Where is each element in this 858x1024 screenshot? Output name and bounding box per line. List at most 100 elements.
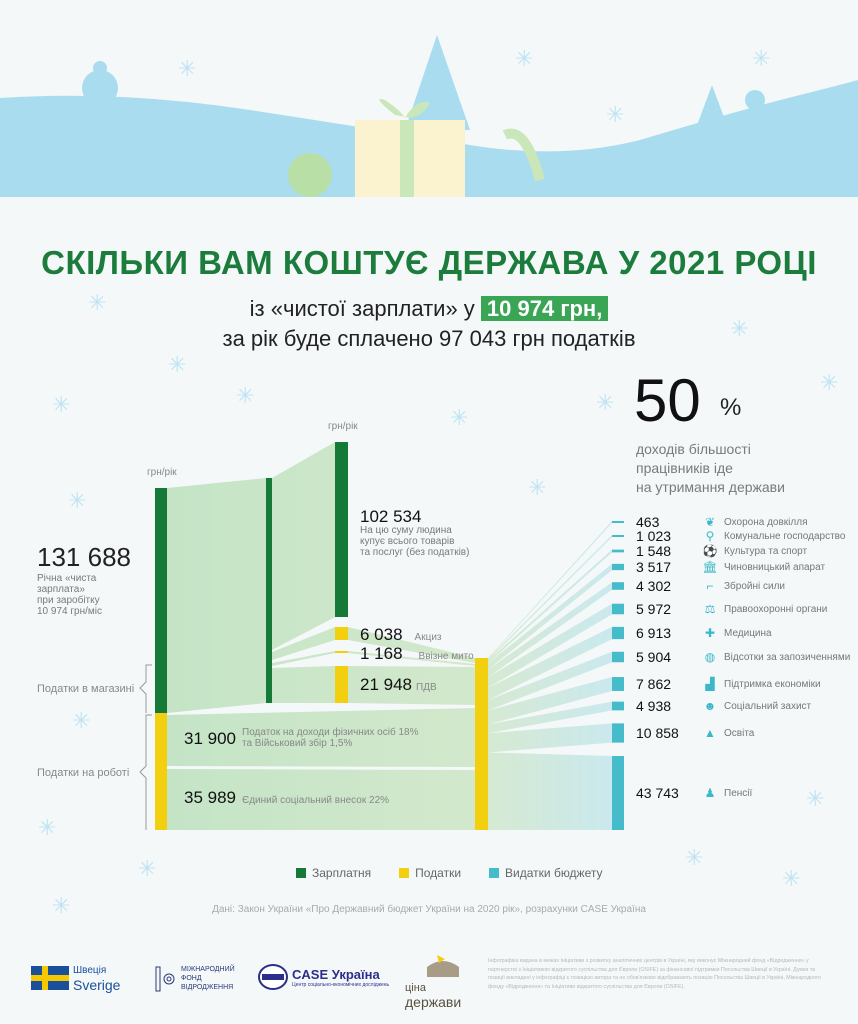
budget-label: Збройні сили: [724, 581, 786, 592]
group-shop-taxes: Податки в магазині: [37, 683, 135, 695]
flow-to-import-duty: [272, 651, 335, 666]
budget-value: 1 548: [636, 543, 672, 559]
case-text: CASE Україна: [292, 966, 380, 982]
budget-bar: [612, 651, 624, 663]
snowflake-icon: ✳: [752, 46, 771, 71]
budget-value: 3 517: [636, 559, 672, 575]
goods-bar: [335, 442, 348, 617]
irf-text: ВІДРОДЖЕННЯ: [181, 984, 234, 991]
tax-label-line: та Військовий збір 1,5%: [242, 738, 353, 749]
snowflake-icon: ✳: [52, 893, 71, 918]
tax-value: 6 038: [360, 625, 403, 644]
legend-label: Зарплатня: [312, 866, 372, 880]
flow-to-budget-item: [488, 701, 612, 734]
budget-value: 5 972: [636, 601, 672, 617]
budget-item: 463 ❦ Охорона довкілля: [636, 514, 808, 530]
tsina-text: держави: [405, 994, 462, 1010]
tax-label: Акциз: [414, 632, 442, 643]
income-caption: при заробітку: [37, 595, 100, 606]
budget-value: 6 913: [636, 625, 672, 641]
budget-value: 10 858: [636, 725, 679, 741]
net-salary-highlight: 10 974 грн,: [480, 296, 609, 321]
budget-item: 1 023 ⚲ Комунальне господарство: [636, 529, 845, 543]
budget-bar: [612, 626, 624, 640]
page-title: СКІЛЬКИ ВАМ КОШТУЄ ДЕРЖАВА У 2021 РОЦІ: [41, 244, 817, 281]
budget-item: 6 913 ✚ Медицина: [636, 625, 772, 641]
subtitle-prefix: із «чистої зарплати» у: [249, 296, 475, 321]
budget-bar: [612, 521, 624, 523]
sweden-text: Швеція: [73, 965, 107, 976]
income-block: 131 688 Річна «чиста зарплата» при зароб…: [37, 542, 131, 617]
flow-to-budget-item: [488, 651, 612, 711]
spending-caption: купує всього товарів: [360, 536, 455, 547]
spending-value: 102 534: [360, 507, 422, 526]
snowflake-icon: ✳: [72, 708, 91, 733]
flow-to-goods: [272, 442, 335, 650]
flow-to-budget-item: [488, 677, 612, 725]
budget-bar: [612, 549, 624, 553]
spending-caption: На цю суму людина: [360, 525, 452, 536]
winter-header-illustration: [0, 0, 858, 200]
share-text-line: на утримання держави: [636, 479, 785, 495]
legend-item-taxes: Податки: [399, 866, 461, 880]
flow-to-budget-item: [488, 723, 612, 753]
tax-item: 1 168 Ввізне мито: [360, 645, 474, 665]
ball-icon: ⚽: [702, 544, 718, 558]
tax-label: Податок на доходи фізичних осіб 18% та Ві…: [242, 727, 418, 749]
flow-pit-to-taxes: [167, 708, 475, 767]
budget-item: 10 858 ▲ Освіта: [636, 725, 754, 741]
flow-to-budget-item: [488, 626, 612, 701]
legend-label: Податки: [415, 866, 462, 880]
income-value: 131 688: [37, 542, 131, 572]
subtitle-line-2: за рік буде сплачено 97 043 грн податків: [222, 326, 636, 351]
legend: Зарплатня Податки Видатки бюджету: [296, 866, 603, 880]
flow-to-budget-item: [488, 603, 612, 688]
rifle-icon: ⌐: [706, 579, 714, 593]
legend-swatch: [399, 868, 410, 878]
budget-label: Охорона довкілля: [724, 517, 808, 528]
flow-income-to-spending: [167, 478, 266, 713]
case-emblem-icon: [258, 964, 288, 990]
flow-to-budget-item: [488, 563, 612, 670]
budget-label: Пенсії: [724, 788, 753, 799]
tax-value: 21 948: [360, 675, 412, 694]
parliament-dome-icon: [427, 955, 459, 977]
tsina-derzhavy-logo: ціна держави: [405, 955, 465, 1010]
legend-swatch: [296, 868, 306, 878]
income-bar: [155, 488, 167, 713]
disclaimer: Інфографіка видана в межах Ініціативи з …: [488, 958, 821, 990]
budget-label: Медицина: [724, 628, 772, 639]
tax-value: 1 168: [360, 644, 403, 663]
tax-value: 31 900: [184, 728, 236, 748]
budget-item: 43 743 ♟ Пенсії: [636, 786, 753, 800]
snowflake-icon: ✳: [606, 102, 625, 127]
budget-item: 5 904 ◍ Відсотки за запозиченнями: [636, 650, 850, 664]
budget-item: 4 938 ☻ Соціальний захист: [636, 698, 811, 714]
person-icon: ♟: [704, 786, 716, 800]
unit-label-mid: грн/рік: [328, 421, 358, 432]
flow-to-budget-item: [488, 549, 612, 664]
budget-value: 4 938: [636, 698, 672, 714]
subtitle-line-1: із «чистої зарплати» у 10 974 грн,: [0, 296, 858, 322]
bar-chart-icon: ▟: [705, 677, 715, 691]
budget-bar: [612, 582, 624, 590]
spending-block: 102 534 На цю суму людина купує всього т…: [360, 508, 469, 558]
budget-value: 463: [636, 514, 660, 530]
flow-duty-to-taxes: [348, 651, 475, 666]
unit-label-left: грн/рік: [147, 467, 177, 478]
budget-bar: [612, 603, 624, 615]
budget-label: Культура та спорт: [724, 546, 808, 557]
snowflake-icon: ✳: [178, 56, 197, 81]
tap-icon: ⚲: [705, 529, 715, 543]
tax-label-line: Податок на доходи фізичних осіб 18%: [242, 727, 419, 738]
budget-value: 7 862: [636, 676, 672, 692]
irf-text: ФОНД: [181, 975, 202, 982]
snowflake-icon: ✳: [52, 392, 71, 417]
budget-bar: [612, 756, 624, 830]
tax-label: Ввізне мито: [418, 651, 474, 662]
tax-item: 21 948 ПДВ: [360, 676, 437, 696]
work-taxes-bar: [155, 713, 167, 830]
scales-icon: ⚖: [704, 602, 716, 616]
excise-bar: [335, 627, 348, 640]
leaf-icon: ❦: [704, 515, 716, 529]
